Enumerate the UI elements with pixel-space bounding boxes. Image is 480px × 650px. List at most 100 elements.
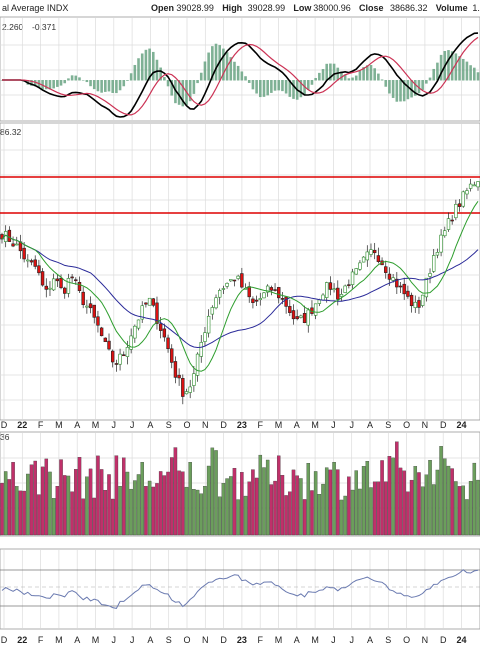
candle-body <box>262 292 266 299</box>
volume-bar <box>118 486 122 536</box>
volume-bar <box>15 486 19 536</box>
x-axis-label: 23 <box>237 635 247 645</box>
volume-bar <box>420 486 425 536</box>
x-axis-label: J <box>130 635 135 645</box>
macd-histogram-bar <box>192 80 196 94</box>
macd-histogram-bar <box>155 59 159 81</box>
volume-bar <box>81 498 85 536</box>
volume-bar <box>40 466 45 536</box>
volume-bar <box>328 469 333 536</box>
macd-histogram-bar <box>148 48 151 81</box>
x-axis-label: J <box>112 635 117 645</box>
candle-body <box>236 275 240 279</box>
macd-histogram-bar <box>391 80 395 98</box>
candle-body <box>210 307 215 315</box>
candle-body <box>325 282 329 298</box>
x-axis-label: F <box>257 635 263 645</box>
candle-body <box>232 279 237 282</box>
candle-body <box>299 315 303 318</box>
volume-bar <box>354 470 358 536</box>
ohlcv-value-volume: 1.6B <box>472 3 480 13</box>
ohlcv-label-low: Low <box>293 3 312 13</box>
volume-bar <box>457 486 462 536</box>
candle-body <box>254 299 259 302</box>
candle-body <box>136 319 141 329</box>
x-axis-label: M <box>275 635 283 645</box>
macd-histogram-bar <box>163 77 166 81</box>
macd-histogram-bar <box>133 64 137 81</box>
candle-body <box>409 294 414 307</box>
candle-body <box>218 290 222 298</box>
macd-histogram-bar <box>321 69 325 81</box>
volume-bar <box>369 487 373 536</box>
x-axis-label: D <box>1 420 8 430</box>
candle-body <box>446 218 451 230</box>
candle-body <box>147 297 152 306</box>
candle-body <box>206 315 211 334</box>
candle-body <box>166 337 170 350</box>
macd-histogram-bar <box>469 65 472 81</box>
candle-body <box>358 262 362 270</box>
candle-body <box>51 278 56 291</box>
macd-histogram-bar <box>318 72 321 81</box>
macd-histogram-bar <box>92 80 96 90</box>
x-axis-label: S <box>166 635 172 645</box>
x-axis-label: S <box>166 420 172 430</box>
candle-body <box>177 374 181 379</box>
macd-histogram-bar <box>473 67 476 81</box>
macd-histogram-bar <box>436 62 439 81</box>
macd-histogram-bar <box>104 80 107 92</box>
candlesticks <box>0 178 480 405</box>
x-axis-label: M <box>92 420 100 430</box>
candle-body <box>365 251 370 261</box>
volume-bar <box>55 486 60 536</box>
x-axis-label: J <box>349 635 354 645</box>
volume-bar <box>339 499 344 536</box>
macd-histogram-bar <box>126 80 129 81</box>
sma-short-line <box>1 201 479 372</box>
candle-body <box>461 191 465 207</box>
candle-body <box>372 249 377 254</box>
candle-body <box>439 234 443 253</box>
x-axis-label: S <box>385 635 391 645</box>
candle-body <box>199 342 203 357</box>
x-axis-label: M <box>55 420 63 430</box>
volume-bar <box>158 471 163 536</box>
macd-histogram-bar <box>48 80 52 90</box>
candle-body <box>432 255 436 272</box>
macd-histogram-bar <box>439 54 443 81</box>
macd-histogram-bar <box>292 80 295 99</box>
candle-body <box>247 286 251 298</box>
x-axis-label: J <box>349 420 354 430</box>
last-price-label: 86.32 <box>0 127 22 137</box>
macd-histogram-bar <box>362 67 365 81</box>
candle-body <box>435 252 440 256</box>
candle-body <box>170 348 174 363</box>
candle-body <box>277 287 281 299</box>
candle-body <box>140 305 144 320</box>
candle-body <box>15 243 19 246</box>
macd-value-2: -0.371 <box>32 22 56 32</box>
macd-histogram-bar <box>258 80 262 98</box>
volume-bar <box>431 484 436 536</box>
macd-histogram-bar <box>81 80 85 81</box>
volume-bar <box>66 475 71 536</box>
macd-histogram-bar <box>402 80 406 102</box>
volume-bar <box>461 485 465 536</box>
x-axis-label: N <box>422 635 429 645</box>
macd-histogram-bar <box>336 67 340 81</box>
macd-histogram-bar <box>111 80 114 93</box>
candle-body <box>295 316 299 320</box>
x-axis-label: J <box>331 420 336 430</box>
candle-body <box>66 278 71 294</box>
volume-bar <box>350 489 355 536</box>
candle-body <box>188 386 192 393</box>
macd-histogram-bar <box>476 72 480 81</box>
x-axis-label: M <box>55 635 63 645</box>
volume-bar <box>229 476 233 536</box>
volume-bar <box>51 498 56 536</box>
macd-histogram-bar <box>56 80 59 87</box>
volume-bar <box>376 481 381 536</box>
macd-histogram-bar <box>399 80 402 102</box>
